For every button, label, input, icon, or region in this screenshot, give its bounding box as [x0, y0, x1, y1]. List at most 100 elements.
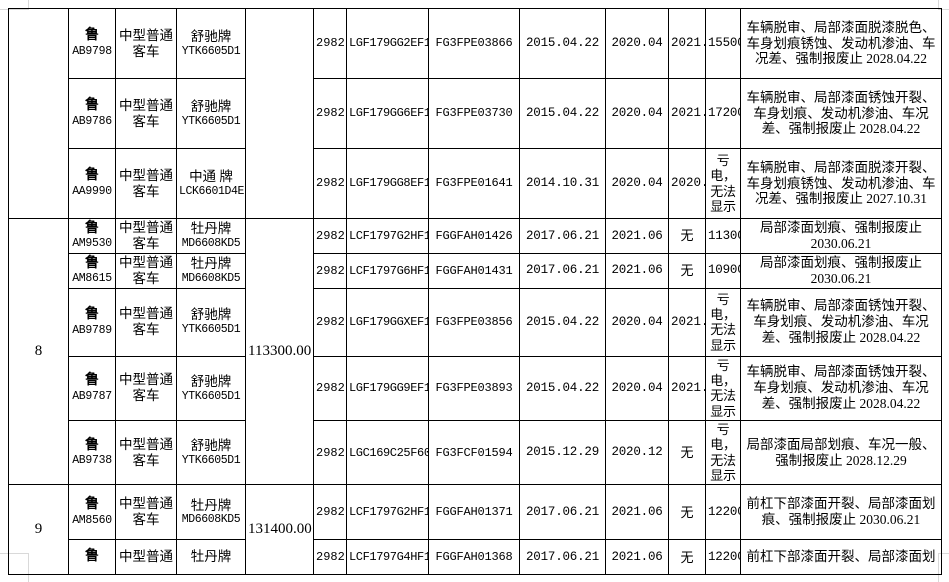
brand-model: YTK6605D1	[181, 44, 241, 58]
cell-register-date: 2015.04.22	[519, 287, 606, 357]
cell-insurance: 无	[668, 484, 706, 541]
brand-name: 牡丹牌	[190, 549, 232, 565]
cell-vehicle-type: 中型普通客车	[115, 484, 177, 541]
cell-vehicle-type: 中型普通客车	[115, 287, 177, 357]
cell-vin: LGF179GGXEF114624	[346, 287, 429, 357]
vehicle-disposal-table: 鲁 AB9798 中型普通客车 舒驰牌 YTK6605D1 2982 LGF17…	[8, 8, 942, 576]
plate-number: AB9738	[72, 454, 112, 468]
table-row[interactable]: 鲁 AA9990 中型普通客车 中通 牌 LCK6601D4E 2982 LGF…	[9, 148, 942, 219]
plate-number: AA9990	[72, 184, 112, 198]
table-row[interactable]: 鲁 AB9787 中型普通客车 舒驰牌 YTK6605D1 2982 LGF17…	[9, 355, 942, 422]
cell-vehicle-type: 中型普通客车	[115, 148, 177, 219]
cell-displacement: 2982	[313, 8, 347, 79]
cell-inspection: 2020.04	[605, 148, 669, 219]
cell-mileage: 172000	[705, 78, 741, 149]
plate-province: 鲁	[85, 437, 99, 453]
plate-province: 鲁	[85, 28, 99, 44]
cell-register-date: 2015.04.22	[519, 78, 606, 149]
table-row[interactable]: 鲁 AB9798 中型普通客车 舒驰牌 YTK6605D1 2982 LGF17…	[8, 8, 942, 219]
brand-model: YTK6605D1	[181, 323, 241, 337]
cell-plate: 鲁 AM8560	[68, 484, 116, 541]
cell-displacement: 2982	[313, 218, 347, 254]
cell-plate: 鲁 AM9530	[68, 218, 116, 254]
table-row[interactable]: 鲁 AB9786 中型普通客车 舒驰牌 YTK6605D1 2982 LGF17…	[9, 78, 942, 149]
table-row[interactable]: 鲁 中型普通 牡丹牌 2982 LCF1797G4HF1 FGGFAH01368…	[9, 539, 942, 576]
cell-insurance: 无	[668, 218, 706, 254]
cell-brand: 舒驰牌 YTK6605D1	[176, 419, 246, 486]
cell-mileage: 亏电，无法显示	[705, 419, 741, 486]
cell-inspection: 2021.06	[605, 218, 669, 254]
cell-brand: 牡丹牌 MD6608KD5	[176, 218, 246, 254]
cell-register-date: 2014.10.31	[519, 148, 606, 219]
cell-register-date: 2017.06.21	[519, 252, 606, 289]
cell-inspection: 2020.04	[605, 355, 669, 422]
plate-number: AB9787	[72, 389, 112, 403]
cell-vin: LCF1797G6HF104306	[346, 252, 429, 289]
brand-name: 舒驰牌	[190, 98, 232, 114]
cell-remark: 前杠下部漆面开裂、局部漆面划	[740, 539, 942, 576]
brand-model: YTK6605D1	[181, 114, 241, 128]
cell-plate: 鲁 AB9738	[68, 419, 116, 486]
table-row[interactable]: 9 鲁 AM8560 中型普通客车 牡丹牌 MD6608KD5 131400.0…	[8, 484, 942, 576]
plate-province: 鲁	[85, 373, 99, 389]
cell-engine: FGGFAH01426	[428, 218, 520, 254]
cell-engine: FGGFAH01431	[428, 252, 520, 289]
cell-inspection: 2020.12	[605, 419, 669, 486]
cell-vin: LGF179GG8EF111091	[346, 148, 429, 219]
cell-remark: 车辆脱审、局部漆面锈蚀开裂、车身划痕、发动机渗油、车况差、强制报废止 2028.…	[740, 78, 942, 149]
brand-model: MD6608KD5	[181, 513, 241, 527]
brand-model: MD6608KD5	[181, 237, 241, 251]
plate-province: 鲁	[85, 497, 99, 513]
cell-remark: 前杠下部漆面开裂、局部漆面划痕、强制报废止 2030.06.21	[740, 484, 942, 541]
cell-register-date: 2017.06.21	[519, 484, 606, 541]
cell-inspection: 2020.04	[605, 78, 669, 149]
cell-plate: 鲁 AA9990	[68, 148, 116, 219]
brand-name: 中通 牌	[189, 168, 233, 184]
brand-model: YTK6605D1	[181, 453, 241, 467]
brand-name: 舒驰牌	[190, 373, 232, 389]
brand-model: LCK6601D4E	[179, 184, 245, 198]
plate-number: AM8560	[72, 513, 112, 527]
cell-displacement: 2982	[313, 539, 347, 576]
cell-inspection: 2020.04	[605, 8, 669, 79]
cell-engine: FG3FPE03893	[428, 355, 520, 422]
table-row[interactable]: 鲁 AM8615 中型普通客车 牡丹牌 MD6608KD5 2982 LCF17…	[9, 252, 942, 289]
table-row[interactable]: 鲁 AB9789 中型普通客车 舒驰牌 YTK6605D1 2982 LGF17…	[9, 287, 942, 357]
cell-price: 131400.00	[245, 484, 314, 576]
cell-vehicle-type: 中型普通客车	[115, 355, 177, 422]
cell-insurance: 2021.01	[668, 287, 706, 357]
cell-mileage: 亏电，无法显示	[705, 355, 741, 422]
cell-brand: 舒驰牌 YTK6605D1	[176, 78, 246, 149]
cell-register-date: 2015.12.29	[519, 419, 606, 486]
cell-remark: 车辆脱审、局部漆面锈蚀开裂、车身划痕、发动机渗油、车况差、强制报废止 2028.…	[740, 287, 942, 357]
cell-displacement: 2982	[313, 419, 347, 486]
cell-remark: 局部漆面划痕、强制报废止 2030.06.21	[740, 252, 942, 289]
cell-brand: 舒驰牌 YTK6605D1	[176, 8, 246, 79]
cell-insurance: 2020.10	[668, 148, 706, 219]
cell-displacement: 2982	[313, 148, 347, 219]
table-row[interactable]: 鲁 AB9738 中型普通客车 舒驰牌 YTK6605D1 2982 LGC16…	[9, 419, 942, 486]
cell-brand: 中通 牌 LCK6601D4E	[176, 148, 246, 219]
cell-vin: LCF1797G2HF104304	[346, 484, 429, 541]
plate-province: 鲁	[85, 255, 99, 271]
cell-index	[8, 8, 69, 219]
plate-number: AB9786	[72, 114, 112, 128]
brand-name: 舒驰牌	[190, 437, 232, 453]
cell-inspection: 2021.06	[605, 252, 669, 289]
cell-plate: 鲁 AB9786	[68, 78, 116, 149]
table-row[interactable]: 8 鲁 AM9530 中型普通客车 牡丹牌 MD6608KD5 113300.0…	[8, 217, 942, 486]
cell-register-date: 2015.04.22	[519, 8, 606, 79]
cell-brand: 舒驰牌 YTK6605D1	[176, 287, 246, 357]
plate-province: 鲁	[85, 307, 99, 323]
cell-engine: FG3FPE03730	[428, 78, 520, 149]
cell-remark: 车辆脱审、局部漆面脱漆脱色、车身划痕锈蚀、发动机渗油、车况差、强制报废止 202…	[740, 8, 942, 79]
cell-engine: FG3FCF01594	[428, 419, 520, 486]
cell-displacement: 2982	[313, 252, 347, 289]
cell-displacement: 2982	[313, 355, 347, 422]
cell-plate: 鲁 AB9787	[68, 355, 116, 422]
plate-number: AM8615	[72, 272, 112, 286]
cell-insurance: 无	[668, 252, 706, 289]
cell-vehicle-type: 中型普通	[115, 539, 177, 576]
cell-register-date: 2017.06.21	[519, 539, 606, 576]
